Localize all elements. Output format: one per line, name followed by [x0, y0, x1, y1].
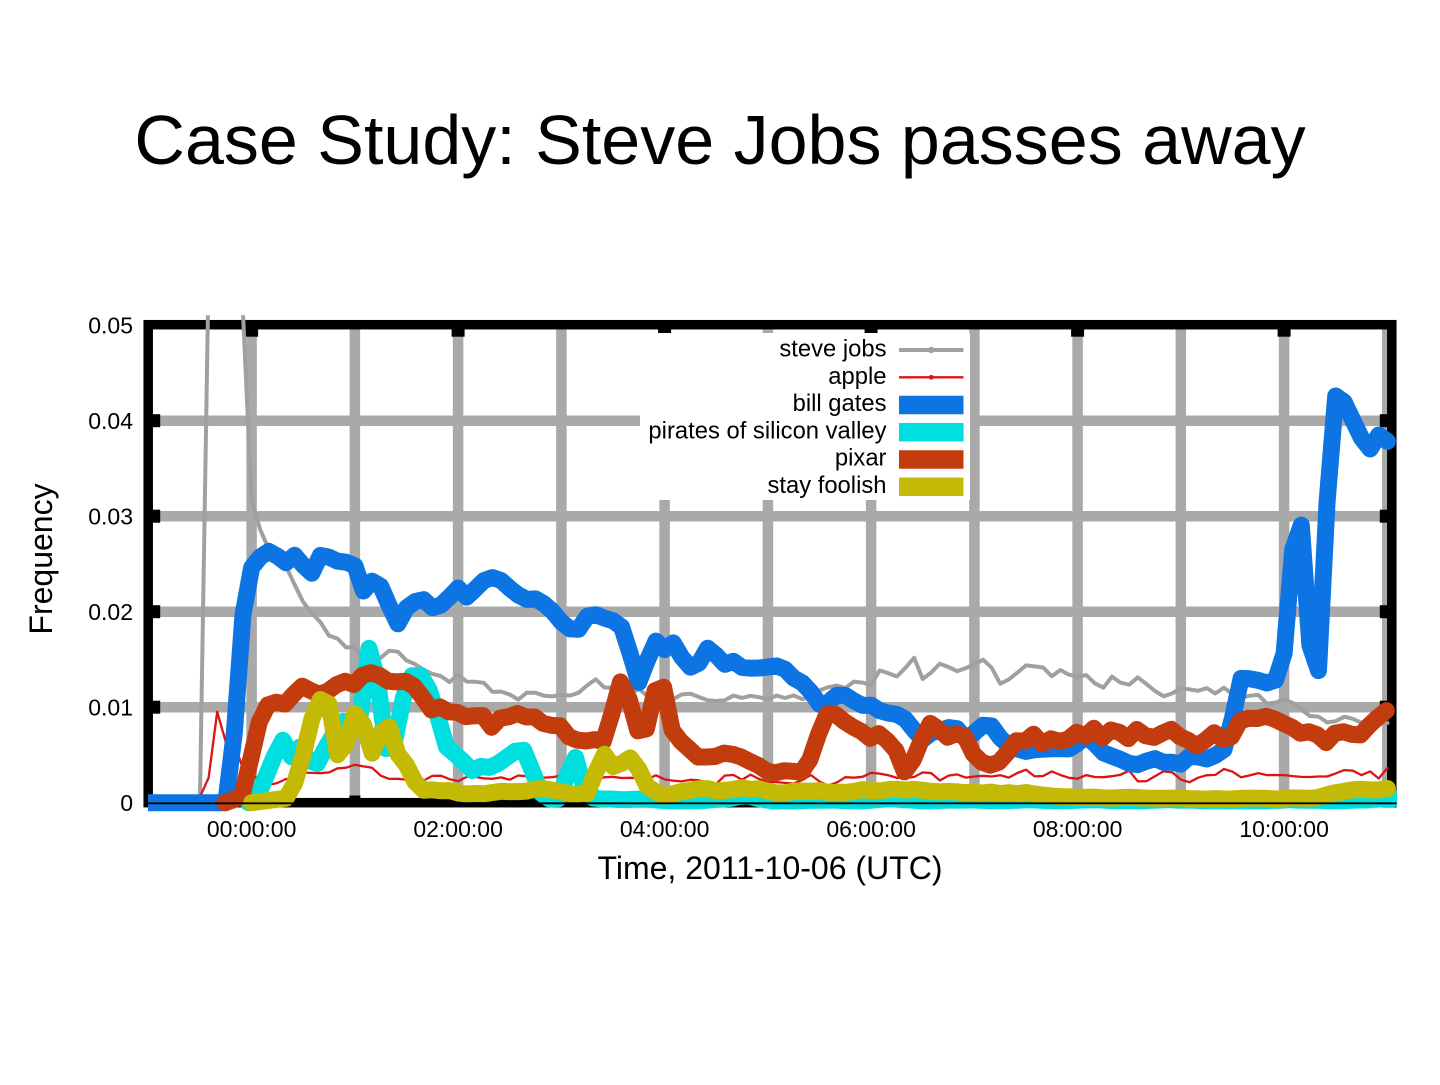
svg-text:0.02: 0.02: [88, 599, 133, 625]
svg-text:0: 0: [120, 790, 133, 816]
svg-text:0.05: 0.05: [88, 312, 133, 338]
svg-text:0.01: 0.01: [88, 694, 133, 720]
svg-text:pirates of silicon valley: pirates of silicon valley: [648, 417, 886, 444]
svg-text:bill gates: bill gates: [793, 390, 887, 417]
svg-text:02:00:00: 02:00:00: [413, 816, 503, 842]
svg-text:0.04: 0.04: [88, 408, 133, 434]
svg-text:pixar: pixar: [835, 445, 887, 472]
svg-text:Time, 2011-10-06 (UTC): Time, 2011-10-06 (UTC): [598, 850, 943, 886]
svg-text:stay foolish: stay foolish: [767, 472, 886, 499]
svg-text:04:00:00: 04:00:00: [620, 816, 710, 842]
svg-text:steve jobs: steve jobs: [779, 336, 886, 363]
svg-text:06:00:00: 06:00:00: [826, 816, 916, 842]
svg-text:Case Study: Steve Jobs passes: Case Study: Steve Jobs passes away: [134, 101, 1305, 179]
svg-text:00:00:00: 00:00:00: [207, 816, 297, 842]
svg-text:08:00:00: 08:00:00: [1033, 816, 1123, 842]
svg-text:Frequency: Frequency: [23, 483, 59, 634]
svg-text:10:00:00: 10:00:00: [1239, 816, 1329, 842]
svg-text:apple: apple: [828, 363, 886, 390]
svg-text:0.03: 0.03: [88, 503, 133, 529]
